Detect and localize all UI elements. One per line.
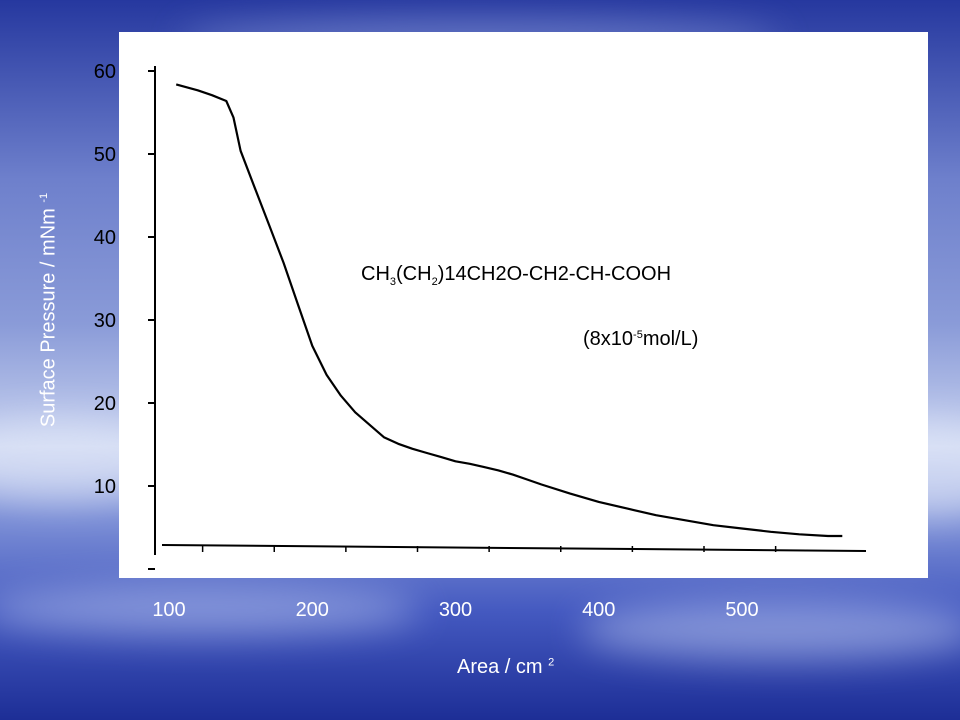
x-tick-label: 200	[295, 599, 329, 621]
x-tick-label: 400	[582, 599, 616, 621]
x-tick-label: 500	[725, 599, 759, 621]
x-axis-line	[161, 544, 867, 552]
y-axis-label: Surface Pressure / mNm -1	[37, 192, 60, 428]
y-tick-label: 50	[93, 144, 116, 166]
formula-annotation: CH3(CH2)14CH2O-CH2-CH-COOH	[361, 263, 672, 288]
x-axis-label: Area / cm 2	[457, 656, 555, 678]
y-tick-label: 30	[93, 310, 116, 332]
y-tick-label: 20	[93, 393, 116, 415]
y-tick-label: 10	[93, 476, 116, 498]
x-tick-label: 300	[438, 599, 473, 621]
plot-panel	[119, 32, 928, 578]
concentration-annotation: (8x10-5mol/L)	[583, 328, 699, 350]
x-tick-label: 100	[152, 599, 186, 621]
y-tick-label: 60	[93, 61, 116, 83]
y-tick-label: 40	[93, 227, 116, 249]
series-line	[175, 83, 843, 538]
